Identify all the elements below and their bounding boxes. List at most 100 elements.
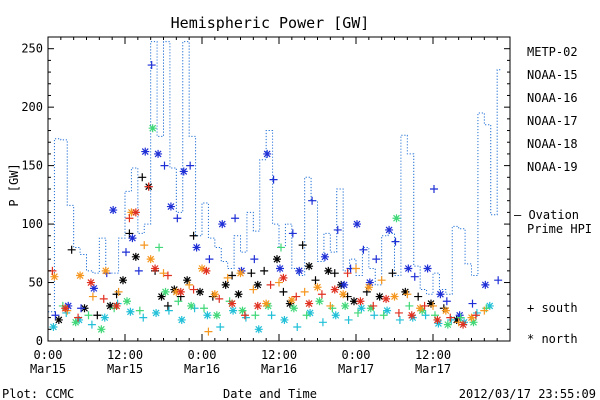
data-point <box>151 264 160 273</box>
ovation-line <box>48 41 502 313</box>
data-point <box>471 311 480 320</box>
data-point <box>61 304 70 313</box>
data-point <box>370 311 379 320</box>
data-point <box>185 280 194 289</box>
data-point <box>302 311 311 320</box>
data-point <box>204 327 213 336</box>
data-point <box>315 297 324 306</box>
data-point <box>300 287 309 296</box>
data-point <box>174 297 183 306</box>
data-point <box>364 283 373 292</box>
data-point <box>480 306 489 315</box>
data-point <box>391 237 400 246</box>
data-point <box>298 241 307 250</box>
data-point <box>176 287 185 296</box>
data-point <box>436 290 445 299</box>
data-point <box>277 243 285 252</box>
data-point <box>97 325 106 334</box>
x-tick-time: 0:00 <box>342 348 371 362</box>
data-point <box>365 278 374 287</box>
data-point <box>403 290 412 299</box>
data-point <box>405 301 414 310</box>
data-point <box>215 294 224 303</box>
data-point <box>192 243 201 252</box>
data-point <box>155 243 164 252</box>
data-point <box>140 241 149 250</box>
data-point <box>292 292 301 301</box>
legend-north: * north <box>527 332 578 346</box>
data-point <box>127 208 136 217</box>
data-point <box>172 287 181 296</box>
data-point <box>254 325 263 334</box>
data-point <box>221 280 230 289</box>
footer-credit: Plot: CCMC <box>2 387 74 400</box>
data-point <box>455 311 464 320</box>
data-point <box>67 245 76 254</box>
data-point <box>442 297 451 306</box>
data-point <box>352 264 360 273</box>
data-point <box>287 296 296 305</box>
data-point <box>330 269 339 278</box>
data-point <box>401 287 410 296</box>
data-point <box>125 229 134 238</box>
data-point <box>262 299 271 308</box>
data-point <box>430 185 438 193</box>
data-point <box>388 269 397 278</box>
data-point <box>237 266 246 275</box>
data-point <box>366 304 375 313</box>
data-point <box>420 301 429 310</box>
data-point <box>218 220 227 229</box>
data-point <box>357 304 366 313</box>
data-point <box>468 299 477 308</box>
legend-ovation-line1: — Ovation <box>514 208 579 222</box>
footer-timestamp: 2012/03/17 23:55:09 <box>459 387 596 400</box>
data-point <box>356 297 365 306</box>
data-point <box>375 292 384 301</box>
x-axis-ticks: 0:00Mar1512:00Mar150:00Mar1612:00Mar160:… <box>30 37 498 376</box>
data-point <box>404 264 413 273</box>
data-point <box>161 287 170 296</box>
legend-entry: NOAA-18 <box>527 137 578 151</box>
y-axis-ticks: 0 50 100 150 200 250 <box>21 42 510 348</box>
data-point <box>200 304 208 313</box>
data-point <box>289 304 298 313</box>
data-point <box>434 319 443 328</box>
data-point <box>71 318 80 327</box>
data-point <box>77 304 86 313</box>
data-point <box>240 311 249 320</box>
data-point <box>253 280 262 289</box>
data-point <box>390 292 399 301</box>
data-point <box>441 306 450 315</box>
data-point <box>229 306 238 315</box>
data-point <box>152 308 161 317</box>
data-point <box>333 225 342 234</box>
data-point <box>340 280 349 289</box>
data-point <box>106 301 115 310</box>
data-point <box>84 311 93 320</box>
data-point <box>251 311 260 320</box>
data-point <box>122 248 130 257</box>
data-point <box>247 269 256 278</box>
ovation-series <box>48 41 502 313</box>
data-point <box>414 292 423 301</box>
data-point <box>410 272 419 281</box>
data-point <box>383 306 392 315</box>
y-tick-label: 100 <box>21 217 43 231</box>
legend-ovation-line2: Prime HPI <box>527 222 592 236</box>
x-tick-date: Mar15 <box>30 362 66 376</box>
chart-title: Hemispheric Power [GW] <box>171 14 370 32</box>
x-tick-date: Mar16 <box>261 362 297 376</box>
data-point <box>494 276 503 285</box>
data-point <box>279 273 288 282</box>
x-tick-time: 12:00 <box>415 348 451 362</box>
data-point <box>308 196 317 205</box>
data-point <box>159 269 168 278</box>
legend-entry: NOAA-15 <box>527 68 578 82</box>
data-point <box>144 182 153 191</box>
data-point <box>326 301 335 310</box>
y-tick-label: 150 <box>21 159 43 173</box>
data-point <box>339 290 348 299</box>
data-point <box>131 252 140 261</box>
data-point <box>276 264 284 273</box>
data-point <box>330 285 339 294</box>
